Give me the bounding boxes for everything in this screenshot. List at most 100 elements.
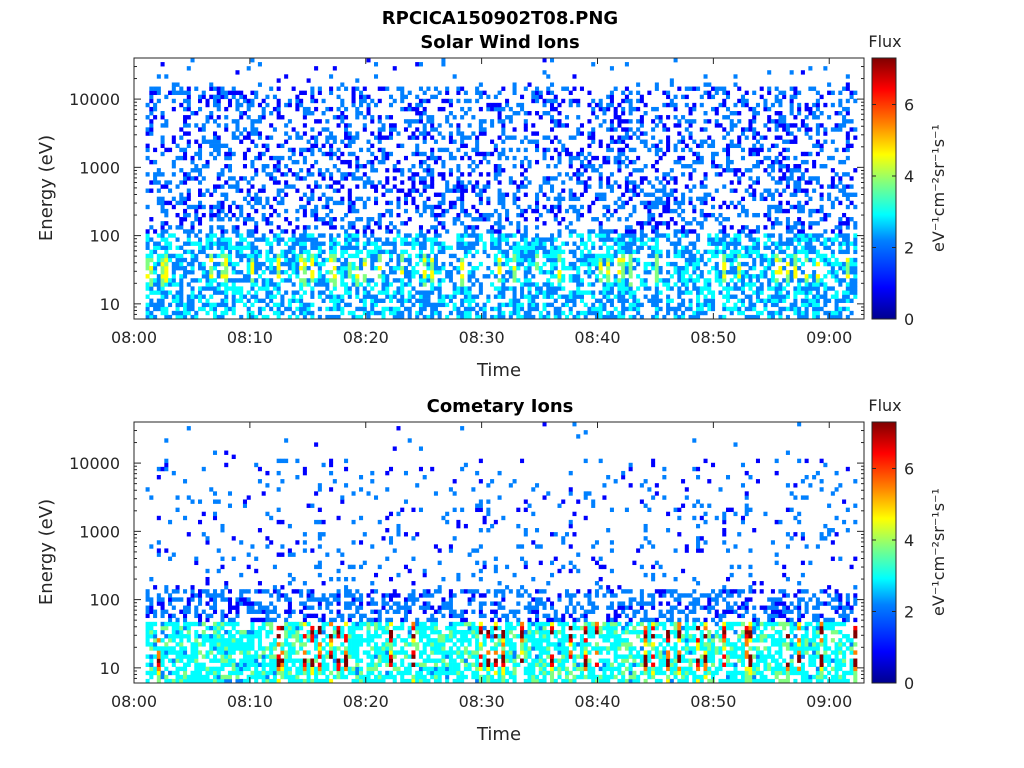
spectrogram-cell	[190, 302, 195, 308]
spectrogram-cell	[272, 237, 277, 242]
spectrogram-cell	[183, 90, 188, 96]
spectrogram-cell	[546, 278, 551, 283]
spectrogram-cell	[362, 200, 367, 206]
spectrogram-cell	[684, 278, 689, 283]
spectrogram-cell	[666, 180, 671, 185]
spectrogram-cell	[827, 261, 832, 267]
spectrogram-cell	[819, 123, 824, 128]
spectrogram-cell	[628, 274, 633, 279]
spectrogram-cell	[845, 249, 850, 255]
spectrogram-cell	[179, 282, 184, 287]
spectrogram-cell	[190, 290, 195, 295]
spectrogram-cell	[190, 257, 195, 263]
spectrogram-cell	[759, 135, 764, 140]
spectrogram-cell	[212, 131, 218, 136]
spectrogram-cell	[310, 270, 315, 275]
spectrogram-cell	[400, 314, 405, 320]
spectrogram-cell	[707, 233, 712, 238]
spectrogram-cell	[594, 265, 599, 271]
spectrogram-cell	[572, 98, 577, 104]
spectrogram-cell	[845, 314, 850, 320]
spectrogram-cell	[842, 241, 847, 246]
spectrogram-cell	[171, 90, 176, 96]
spectrogram-cell	[418, 192, 423, 197]
spectrogram-cell	[609, 229, 614, 234]
spectrogram-cell	[520, 172, 525, 177]
spectrogram-cell	[209, 278, 214, 283]
spectrogram-cell	[782, 249, 787, 255]
spectrogram-cell	[744, 253, 749, 259]
spectrogram-cell	[804, 241, 809, 246]
spectrogram-cell	[617, 237, 622, 242]
spectrogram-cell	[299, 306, 304, 312]
spectrogram-cell	[400, 270, 405, 275]
spectrogram-cell	[257, 249, 262, 255]
spectrogram-cell	[422, 302, 427, 308]
spectrogram-cell	[823, 245, 828, 250]
spectrogram-cell	[370, 298, 375, 303]
spectrogram-cell	[508, 286, 513, 291]
spectrogram-cell	[759, 192, 764, 197]
spectrogram-cell	[198, 168, 203, 173]
spectrogram-cell	[579, 237, 584, 242]
spectrogram-cell	[179, 86, 184, 91]
spectrogram-cell	[819, 94, 824, 100]
spectrogram-cell	[639, 200, 644, 206]
spectrogram-cell	[437, 241, 442, 246]
spectrogram-cell	[179, 253, 184, 259]
spectrogram-cell	[265, 135, 270, 140]
spectrogram-cell	[699, 212, 704, 218]
spectrogram-cell	[800, 261, 805, 267]
spectrogram-cell	[269, 249, 274, 255]
spectrogram-cell	[647, 180, 652, 185]
spectrogram-cell	[186, 94, 191, 100]
spectrogram-cell	[711, 196, 716, 202]
spectrogram-cell	[609, 66, 614, 71]
spectrogram-cell	[797, 102, 802, 108]
spectrogram-cell	[430, 261, 435, 267]
spectrogram-cell	[639, 115, 644, 120]
spectrogram-cell	[632, 159, 637, 165]
spectrogram-cell	[332, 265, 337, 271]
spectrogram-cell	[460, 139, 465, 144]
spectrogram-cell	[654, 278, 659, 283]
spectrogram-cell	[250, 204, 255, 210]
spectrogram-cell	[845, 241, 850, 246]
spectrogram-cell	[654, 106, 659, 112]
spectrogram-cell	[257, 306, 262, 312]
spectrogram-cell	[254, 131, 259, 136]
spectrogram-cell	[381, 147, 386, 153]
spectrogram-cell	[149, 666, 154, 672]
spectrogram-cell	[516, 314, 521, 320]
spectrogram-cell	[284, 131, 289, 136]
spectrogram-cell	[722, 229, 727, 234]
spectrogram-cell	[374, 302, 379, 308]
spectrogram-cell	[194, 217, 199, 222]
spectrogram-cell	[231, 90, 236, 96]
spectrogram-cell	[471, 241, 476, 246]
spectrogram-cell	[838, 241, 843, 246]
spectrogram-cell	[681, 115, 686, 120]
spectrogram-cell	[692, 314, 697, 320]
spectrogram-cell	[242, 217, 247, 222]
spectrogram-cell	[508, 233, 513, 238]
spectrogram-cell	[381, 274, 386, 279]
spectrogram-cell	[302, 265, 307, 271]
spectrogram-cell	[785, 164, 790, 169]
spectrogram-cell	[194, 164, 199, 169]
spectrogram-cell	[797, 241, 802, 246]
spectrogram-cell	[643, 131, 648, 136]
spectrogram-cell	[591, 111, 596, 116]
spectrogram-cell	[830, 294, 835, 299]
spectrogram-cell	[752, 257, 757, 263]
spectrogram-cell	[632, 106, 637, 112]
spectrogram-cell	[673, 147, 678, 153]
spectrogram-cell	[550, 270, 555, 275]
spectrogram-cell	[654, 233, 659, 238]
spectrogram-cell	[523, 225, 528, 230]
spectrogram-cell	[291, 282, 296, 287]
spectrogram-cell	[579, 298, 584, 303]
spectrogram-cell	[400, 282, 405, 287]
spectrogram-cell	[355, 290, 360, 295]
spectrogram-cell	[347, 172, 352, 177]
